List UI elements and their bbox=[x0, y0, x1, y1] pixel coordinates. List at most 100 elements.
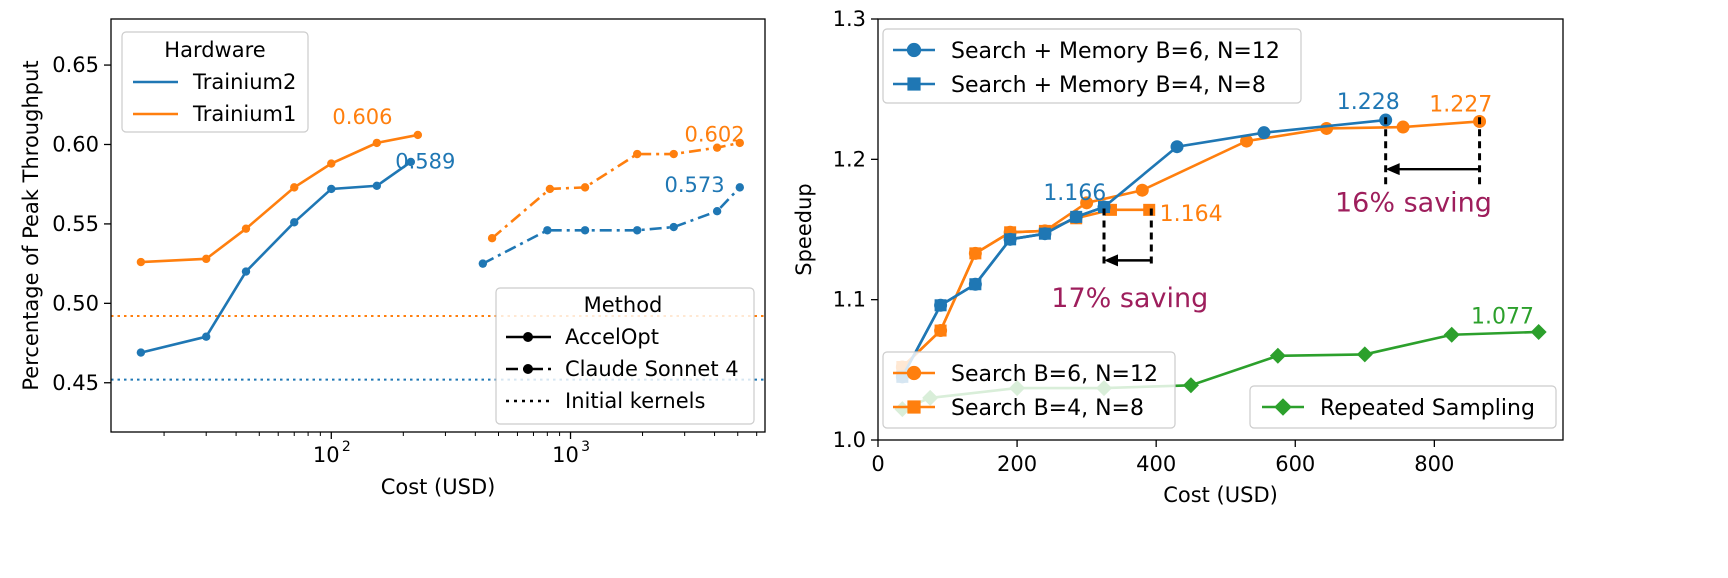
data-point bbox=[136, 348, 146, 357]
data-point bbox=[934, 324, 948, 338]
data-point bbox=[327, 159, 336, 168]
speedup-chart: 16% saving 17% saving Search + Memory B=6,… bbox=[792, 7, 1564, 507]
legend-marker bbox=[523, 364, 533, 374]
x-axis-label: Cost (USD) bbox=[1163, 483, 1278, 507]
data-point bbox=[1069, 210, 1083, 224]
data-point bbox=[1257, 126, 1271, 140]
data-point bbox=[545, 184, 555, 194]
data-point bbox=[290, 183, 299, 192]
value-label: 0.573 bbox=[665, 173, 725, 197]
legend-marker bbox=[906, 365, 922, 381]
x-tick-label: 0 bbox=[871, 452, 884, 476]
y-axis-label: Percentage of Peak Throughput bbox=[19, 60, 43, 390]
y-tick-label: 0.60 bbox=[52, 132, 99, 156]
y-tick-label: 1.2 bbox=[833, 147, 866, 171]
legend-label: Search + Memory B=4, N=8 bbox=[951, 73, 1266, 98]
data-point bbox=[1038, 227, 1052, 241]
method-legend-title: Method bbox=[584, 293, 663, 317]
legend-marker bbox=[907, 400, 921, 414]
data-point bbox=[968, 246, 982, 260]
legend-label: Trainium1 bbox=[192, 102, 296, 126]
series-line bbox=[901, 120, 1480, 368]
search-legend bbox=[882, 351, 1176, 429]
data-point bbox=[1182, 377, 1199, 394]
legend-label: AccelOpt bbox=[565, 325, 659, 349]
x-tick-label: 800 bbox=[1414, 452, 1454, 476]
legend-label: Claude Sonnet 4 bbox=[565, 357, 739, 381]
data-point bbox=[1443, 326, 1460, 343]
data-point bbox=[633, 226, 642, 235]
method-legend bbox=[495, 287, 755, 425]
saving-label: 16% saving bbox=[1335, 187, 1492, 218]
data-point bbox=[1530, 323, 1547, 340]
y-tick-label: 0.55 bbox=[52, 212, 99, 236]
series-line bbox=[901, 118, 1386, 378]
y-tick-label: 0.50 bbox=[52, 291, 99, 315]
y-tick-label: 1.1 bbox=[833, 288, 866, 312]
data-point bbox=[478, 259, 488, 268]
x-tick-label: 10 bbox=[313, 443, 340, 467]
data-point bbox=[1320, 121, 1334, 135]
legend-label: Search + Memory B=6, N=12 bbox=[951, 39, 1280, 64]
y-tick-label: 0.45 bbox=[52, 371, 99, 395]
legend-marker bbox=[1274, 398, 1292, 416]
data-point bbox=[735, 138, 744, 148]
y-tick-label: 1.0 bbox=[833, 428, 866, 452]
data-point bbox=[580, 226, 590, 235]
x-tick-label: 200 bbox=[997, 452, 1037, 476]
series-line bbox=[482, 186, 741, 265]
data-point bbox=[968, 277, 982, 291]
memory-legend bbox=[882, 28, 1302, 104]
data-point bbox=[1097, 200, 1111, 214]
data-point bbox=[406, 157, 416, 167]
legend-marker bbox=[523, 332, 533, 342]
y-axis-label: Speedup bbox=[792, 183, 816, 275]
series-line bbox=[140, 160, 412, 354]
legend-marker bbox=[906, 42, 922, 58]
hardware-legend bbox=[121, 31, 309, 133]
x-tick-label: 10 bbox=[552, 443, 579, 467]
value-label: 0.602 bbox=[684, 122, 744, 146]
value-label: 1.166 bbox=[1043, 181, 1106, 206]
data-point bbox=[202, 254, 211, 264]
data-point bbox=[1240, 134, 1254, 148]
data-point bbox=[934, 298, 948, 312]
data-point bbox=[372, 181, 382, 190]
y-tick-label: 1.3 bbox=[833, 7, 866, 31]
data-point bbox=[712, 143, 722, 152]
data-point bbox=[1143, 203, 1156, 216]
legend-label: Initial kernels bbox=[565, 389, 705, 413]
saving-arrow-head bbox=[1385, 163, 1400, 176]
value-label: 1.164 bbox=[1160, 202, 1223, 227]
data-point bbox=[241, 224, 251, 233]
saving-label: 17% saving bbox=[1051, 283, 1208, 314]
value-label: 0.589 bbox=[395, 149, 455, 173]
legend-label: Search B=6, N=12 bbox=[951, 362, 1158, 387]
data-point bbox=[1356, 346, 1373, 363]
saving-arrow-head bbox=[1104, 254, 1119, 267]
y-tick-label: 0.65 bbox=[52, 53, 99, 77]
data-point bbox=[633, 149, 642, 159]
data-point bbox=[1170, 140, 1184, 154]
x-tick-exponent: 2 bbox=[342, 439, 351, 455]
data-point bbox=[712, 207, 722, 216]
value-label: 1.077 bbox=[1471, 305, 1534, 330]
x-tick-exponent: 3 bbox=[581, 439, 590, 455]
data-point bbox=[372, 138, 382, 148]
legend-label: Trainium2 bbox=[192, 70, 296, 94]
legend-label: Repeated Sampling bbox=[1320, 396, 1535, 421]
x-tick-label: 400 bbox=[1136, 452, 1176, 476]
x-axis-label: Cost (USD) bbox=[381, 475, 496, 499]
legend-marker bbox=[907, 77, 921, 91]
data-point bbox=[1269, 347, 1286, 364]
x-tick-label: 600 bbox=[1275, 452, 1315, 476]
data-point bbox=[1396, 120, 1410, 134]
sampling-legend bbox=[1249, 385, 1557, 429]
data-point bbox=[543, 226, 552, 235]
data-point bbox=[327, 184, 336, 194]
data-point bbox=[290, 218, 299, 227]
data-point bbox=[669, 222, 678, 232]
data-point bbox=[413, 130, 423, 140]
